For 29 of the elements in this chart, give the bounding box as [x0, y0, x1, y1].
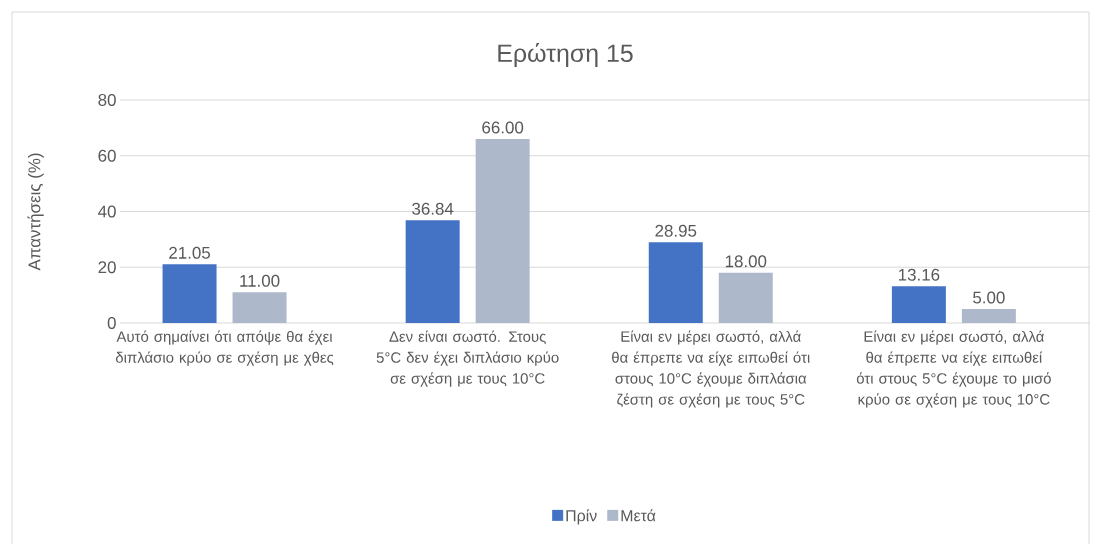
- bar: [475, 139, 530, 323]
- bar: [648, 242, 703, 323]
- data-label: 11.00: [240, 274, 280, 287]
- bar: [232, 292, 287, 323]
- data-label: 66.00: [482, 121, 524, 134]
- bar: [961, 309, 1016, 323]
- bar: [891, 286, 946, 323]
- x-tick-label: Αυτό σημαίνει ότι απόψε θα έχει διπλάσιο κρύο σε σχέση με χθες: [115, 330, 334, 366]
- data-label: 13.16: [898, 268, 940, 281]
- data-label: 28.95: [655, 224, 697, 237]
- bar: [162, 264, 217, 323]
- legend-label: Πρίν: [566, 509, 597, 525]
- data-label: 5.00: [973, 291, 1005, 304]
- bar: [718, 272, 773, 323]
- data-label: 18.00: [725, 255, 767, 268]
- y-tick-label: 80: [98, 94, 116, 106]
- y-tick-label: 40: [98, 205, 116, 218]
- y-tick-label: 60: [98, 149, 116, 162]
- chart-title: Ερώτηση 15: [498, 43, 633, 67]
- legend-label: Μετά: [621, 509, 656, 522]
- x-tick-label: Δεν είναι σωστό. Στους 5°C δεν έχει διπλάσιο κρύο σε σχέση με τους 10°C: [376, 330, 559, 387]
- y-tick-label: 20: [98, 261, 116, 274]
- bar: [405, 220, 460, 323]
- y-axis-title: Απαντήσεις (%): [27, 153, 44, 271]
- y-tick-label: 0: [107, 316, 116, 329]
- x-tick-label: Είναι εν μέρει σωστό, αλλά θα έπρεπε να είχε ειπωθεί ότι στους 5°C έχουμε το μισό κρύο σε σχέση με τους 10°C: [856, 330, 1051, 408]
- x-tick-label: Είναι εν μέρει σωστό, αλλά θα έπρεπε να είχε ειπωθεί ότι στους 10°C έχουμε διπλάσια ζέστη σε σχέση με τους 5°C: [612, 330, 810, 408]
- data-label: 36.84: [412, 202, 454, 215]
- data-label: 21.05: [169, 246, 211, 259]
